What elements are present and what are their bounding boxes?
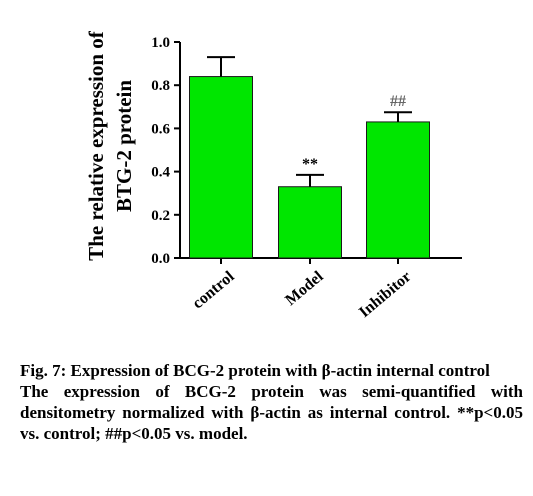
bar-inhibitor xyxy=(366,121,430,259)
figure-title: Fig. 7: Expression of BCG-2 protein with… xyxy=(20,361,490,380)
x-tick-label: Inhibitor xyxy=(356,268,415,321)
bar-chart: The relative expression of BTG-2 protein… xyxy=(84,30,462,321)
y-tick-label: 0.8 xyxy=(151,78,170,94)
x-tick-label: control xyxy=(189,268,238,313)
y-tick-label: 0.4 xyxy=(151,165,170,181)
bars-group xyxy=(189,76,430,259)
y-axis-label-line-2: BTG-2 protein xyxy=(112,80,136,212)
annotations-group: ** ## xyxy=(302,93,406,173)
y-axis-label-line-1: The relative expression of xyxy=(84,30,108,261)
x-tick-label: Model xyxy=(282,268,327,309)
significance-annotation: ** xyxy=(302,156,318,173)
figure-description: The expression of BCG-2 protein was semi… xyxy=(20,382,523,443)
significance-annotation: ## xyxy=(390,93,406,110)
y-tick-label: 0.6 xyxy=(151,121,170,137)
bar-control xyxy=(189,76,253,259)
x-tick-labels-group: control Model Inhibitor xyxy=(189,268,414,321)
y-axis: 0.0 0.2 0.4 0.6 0.8 1.0 xyxy=(151,35,181,267)
figure-caption: Fig. 7: Expression of BCG-2 protein with… xyxy=(20,360,523,444)
y-tick-label: 1.0 xyxy=(151,35,170,51)
bar-model xyxy=(278,186,342,259)
y-tick-label: 0.0 xyxy=(151,251,170,267)
x-axis xyxy=(180,257,462,264)
y-axis-label: The relative expression of BTG-2 protein xyxy=(84,30,136,261)
y-tick-label: 0.2 xyxy=(151,208,170,224)
error-bars-group xyxy=(207,56,412,187)
